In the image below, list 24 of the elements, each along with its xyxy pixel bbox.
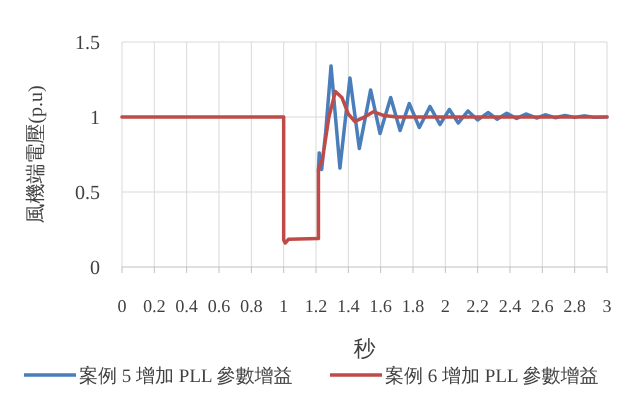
x-tick-label: 2.4 xyxy=(498,296,522,316)
x-tick-label: 1.8 xyxy=(402,296,424,316)
x-axis-title: 秒 xyxy=(354,336,376,361)
legend-label: 案例 5 增加 PLL 參數增益 xyxy=(79,365,293,387)
y-tick-label: 0 xyxy=(90,257,100,279)
y-axis-title: 風機端電壓(p.u) xyxy=(25,85,47,224)
x-tick-label: 0.4 xyxy=(175,296,198,316)
x-tick-label: 2.2 xyxy=(466,296,489,316)
x-tick-label: 0 xyxy=(118,296,126,316)
x-tick-label: 2.8 xyxy=(563,296,586,316)
x-tick-label: 1.6 xyxy=(369,296,392,316)
legend-label: 案例 6 增加 PLL 參數增益 xyxy=(385,365,599,387)
x-tick-label: 0.6 xyxy=(208,296,230,316)
x-tick-label: 1 xyxy=(279,296,288,316)
y-tick-label: 0.5 xyxy=(75,182,100,204)
x-tick-label: 0.2 xyxy=(143,296,166,316)
x-tick-label: 2.6 xyxy=(531,296,554,316)
y-tick-label: 1.5 xyxy=(75,32,100,54)
x-tick-label: 0.8 xyxy=(240,296,263,316)
x-tick-label: 3 xyxy=(602,296,612,316)
y-tick-label: 1 xyxy=(90,107,100,129)
x-tick-label: 1.4 xyxy=(337,296,360,316)
x-tick-label: 2 xyxy=(440,296,450,316)
x-tick-label: 1.2 xyxy=(304,296,328,316)
